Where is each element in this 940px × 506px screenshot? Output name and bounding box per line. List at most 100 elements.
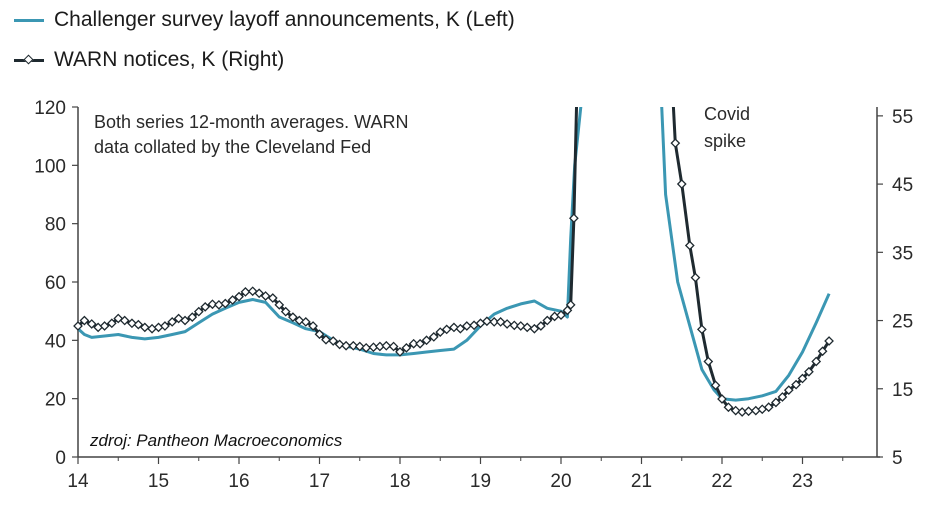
legend-label-challenger: Challenger survey layoff announcements, …	[54, 8, 515, 31]
warn-point-marker	[133, 319, 144, 330]
warn-point-marker	[187, 312, 198, 323]
warn-point-marker	[408, 338, 419, 349]
right-tick-label: 35	[892, 243, 913, 264]
x-tick-label: 19	[470, 471, 491, 492]
x-tick-label: 22	[711, 471, 732, 492]
warn-point-marker	[93, 322, 104, 333]
warn-point-marker	[522, 322, 533, 333]
warn-point-marker	[254, 288, 265, 299]
warn-point-marker	[783, 385, 794, 396]
warn-point-marker	[569, 213, 579, 224]
warn-point-marker	[415, 338, 425, 349]
warn-point-marker	[361, 342, 372, 353]
warn-point-marker	[308, 321, 318, 331]
x-tick-label: 17	[309, 471, 330, 492]
warn-point-marker	[750, 405, 761, 416]
warn-point-marker	[79, 315, 90, 326]
warn-point-marker	[777, 392, 788, 402]
warn-point-marker	[227, 295, 238, 305]
right-tick-label: 15	[892, 380, 913, 401]
legend-warn: WARN notices, K (Right)	[14, 48, 284, 72]
right-tick-label: 45	[892, 175, 913, 196]
warn-point-marker	[381, 340, 392, 351]
x-tick-label: 16	[228, 471, 249, 492]
warn-point-marker	[127, 318, 137, 329]
warn-point-marker	[234, 291, 244, 302]
warn-point-marker	[106, 318, 117, 329]
warn-point-marker	[193, 306, 204, 317]
warn-point-marker	[395, 347, 405, 357]
warn-point-marker	[811, 356, 822, 367]
warn-point-marker	[354, 341, 365, 352]
left-tick-label: 0	[55, 448, 66, 469]
warn-point-marker	[328, 336, 339, 346]
warn-point-marker	[73, 321, 83, 331]
legend-challenger: Challenger survey layoff announcements, …	[14, 8, 515, 32]
x-tick-label: 18	[389, 471, 410, 492]
challenger-series-line	[78, 107, 831, 402]
warn-point-marker	[804, 366, 814, 377]
warn-point-marker	[260, 291, 271, 301]
warn-point-marker	[280, 306, 291, 317]
warn-point-marker	[696, 324, 707, 335]
warn-point-marker	[791, 379, 801, 390]
warn-point-marker	[743, 406, 754, 417]
warn-point-marker	[388, 341, 399, 352]
warn-point-marker	[542, 315, 553, 326]
warn-point-marker	[535, 321, 546, 331]
warn-point-marker	[314, 329, 325, 340]
warn-point-marker	[690, 272, 701, 283]
left-tick-label: 40	[45, 331, 66, 352]
right-tick-label: 5	[892, 448, 903, 469]
legend-label-warn: WARN notices, K (Right)	[54, 48, 285, 71]
warn-point-marker	[441, 324, 452, 335]
warn-point-marker	[99, 321, 110, 331]
warn-point-marker	[489, 317, 500, 327]
x-tick-label: 14	[67, 471, 89, 492]
warn-point-marker	[294, 315, 305, 326]
x-tick-label: 21	[631, 471, 652, 492]
warn-point-marker	[321, 334, 331, 345]
left-tick-label: 80	[45, 215, 66, 236]
warn-point-marker	[676, 179, 687, 189]
warn-point-marker	[684, 240, 695, 251]
warn-point-marker	[730, 405, 741, 416]
warn-point-marker	[401, 342, 412, 353]
warn-point-marker	[670, 138, 681, 149]
warn-point-marker	[167, 317, 178, 327]
warn-point-marker	[348, 340, 359, 351]
warn-point-marker	[435, 327, 446, 337]
note-line-1: Both series 12-month averages. WARN	[94, 112, 408, 132]
warn-point-marker	[817, 346, 828, 357]
warn-point-marker	[214, 299, 224, 310]
warn-point-marker	[449, 322, 459, 333]
warn-point-marker	[180, 315, 190, 326]
warn-point-marker	[824, 336, 834, 346]
left-tick-label: 60	[45, 273, 66, 294]
warn-point-marker	[428, 332, 439, 342]
warn-point-marker	[723, 402, 734, 413]
warn-point-marker	[565, 299, 576, 310]
warn-point-marker	[529, 323, 540, 334]
warn-point-marker	[515, 321, 526, 331]
warn-point-marker	[119, 315, 130, 326]
warn-point-marker	[421, 335, 432, 346]
note-line-2: data collated by the Cleveland Fed	[94, 137, 371, 157]
warn-point-marker	[267, 293, 278, 303]
warn-point-marker	[86, 319, 97, 329]
left-tick-label: 100	[34, 156, 66, 177]
covid-label-1: Covid	[704, 104, 750, 124]
x-tick-label: 23	[792, 471, 813, 492]
warn-point-marker	[274, 299, 285, 310]
x-tick-label: 20	[550, 471, 571, 492]
left-tick-label: 120	[34, 98, 66, 119]
warn-point-marker	[556, 310, 566, 320]
legend-swatch-warn	[14, 54, 44, 64]
warn-point-marker	[334, 339, 345, 350]
covid-label-2: spike	[704, 131, 746, 151]
warn-point-marker	[147, 323, 157, 334]
warn-point-marker	[703, 356, 714, 367]
warn-point-marker	[220, 298, 231, 309]
warn-point-marker	[375, 341, 385, 352]
